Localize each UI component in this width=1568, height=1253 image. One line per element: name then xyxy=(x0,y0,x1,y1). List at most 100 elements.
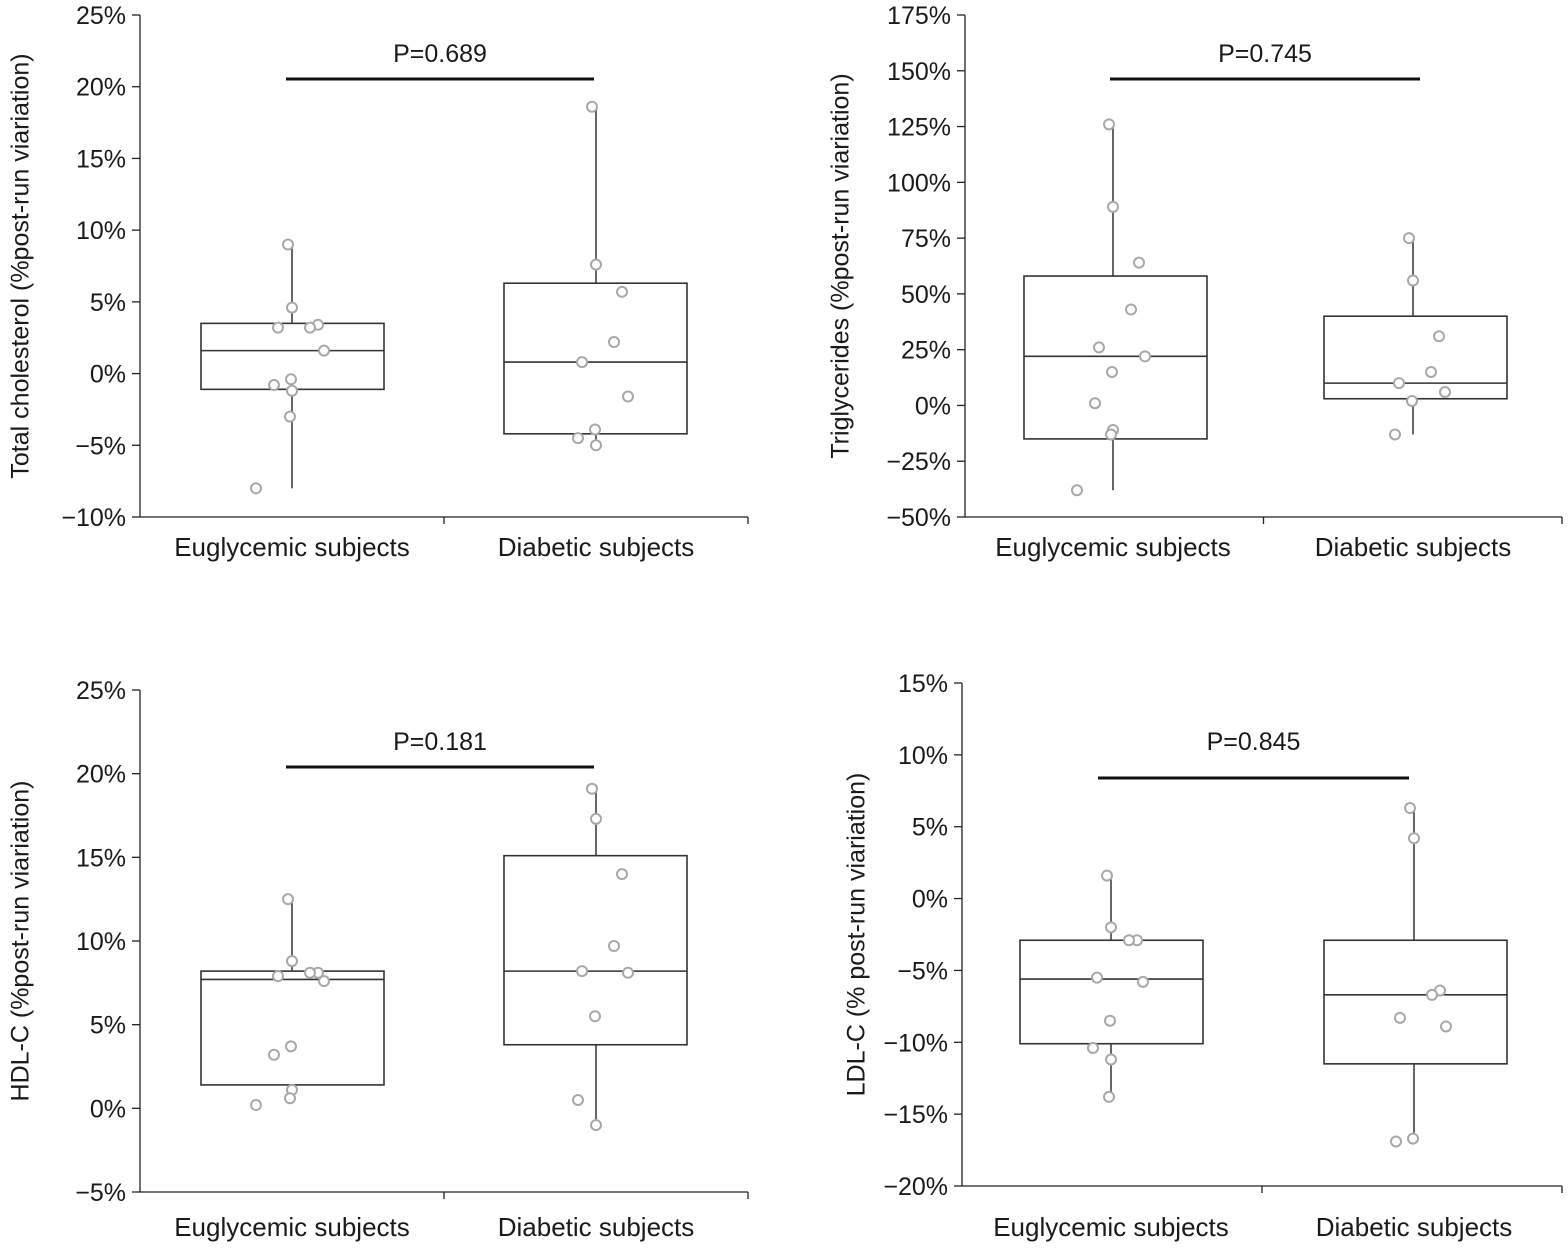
data-point xyxy=(1105,921,1117,934)
data-point xyxy=(285,1040,297,1053)
data-point xyxy=(268,1048,280,1061)
data-point xyxy=(285,373,297,386)
data-point xyxy=(1105,428,1117,441)
data-point xyxy=(286,301,298,314)
y-tick-label: 5% xyxy=(90,289,126,317)
y-tick-label: −50% xyxy=(886,504,951,532)
y-tick-label: 175% xyxy=(887,2,951,30)
data-point xyxy=(282,893,294,906)
y-tick-label: 10% xyxy=(76,928,126,956)
y-tick-label: 20% xyxy=(76,761,126,789)
data-point xyxy=(1101,869,1113,882)
data-point xyxy=(286,955,298,968)
data-point xyxy=(589,423,601,436)
data-point xyxy=(318,975,330,988)
category-label: Euglycemic subjects xyxy=(995,532,1231,562)
y-tick-label: −5% xyxy=(75,432,126,460)
data-point xyxy=(1089,397,1101,410)
data-point xyxy=(1107,200,1119,213)
data-point xyxy=(286,384,298,397)
data-point xyxy=(1105,1053,1117,1066)
data-point xyxy=(1426,988,1438,1001)
data-point xyxy=(304,966,316,979)
y-tick-label: 15% xyxy=(76,844,126,872)
y-tick-label: 0% xyxy=(915,392,951,420)
y-axis-label: Total cholesterol (%post-run viariation) xyxy=(7,53,35,478)
y-tick-label: 20% xyxy=(76,74,126,102)
category-label: Euglycemic subjects xyxy=(174,532,410,562)
data-point xyxy=(590,1119,602,1132)
p-value-label: P=0.845 xyxy=(1207,728,1301,756)
data-point xyxy=(590,258,602,271)
category-label: Diabetic subjects xyxy=(1316,1212,1513,1242)
box-iqr xyxy=(200,970,385,1086)
y-tick-label: 150% xyxy=(887,58,951,86)
data-point xyxy=(590,439,602,452)
data-point xyxy=(1389,428,1401,441)
data-point xyxy=(572,1093,584,1106)
data-point xyxy=(622,966,634,979)
data-point xyxy=(586,100,598,113)
p-value-label: P=0.745 xyxy=(1218,40,1312,68)
data-point xyxy=(1139,350,1151,363)
data-point xyxy=(616,868,628,881)
data-point xyxy=(272,321,284,334)
data-point xyxy=(272,970,284,983)
chart-panel-4: −20% −15% −10% −5% 0% 5% 10% 15% LDL-C (% post-r… xyxy=(843,670,1563,1242)
y-tick-label: 0% xyxy=(90,1095,126,1123)
data-point xyxy=(616,285,628,298)
category-label: Diabetic subjects xyxy=(1315,532,1512,562)
data-point xyxy=(284,410,296,423)
data-point xyxy=(268,379,280,392)
y-tick-label: 75% xyxy=(901,225,951,253)
p-value-label: P=0.181 xyxy=(393,728,487,756)
data-point xyxy=(1091,971,1103,984)
data-point xyxy=(284,1092,296,1105)
data-point xyxy=(1439,386,1451,399)
y-tick-label: −10% xyxy=(61,504,126,532)
data-point xyxy=(282,238,294,251)
y-tick-label: 0% xyxy=(90,361,126,389)
data-point xyxy=(1390,1135,1402,1148)
data-point xyxy=(576,965,588,978)
y-tick-label: −5% xyxy=(897,957,948,985)
category-label: Diabetic subjects xyxy=(498,1212,695,1242)
data-point xyxy=(250,482,262,495)
data-point xyxy=(1123,934,1135,947)
box-iqr xyxy=(1019,939,1204,1045)
data-point xyxy=(1393,377,1405,390)
data-point xyxy=(1071,484,1083,497)
data-point xyxy=(590,812,602,825)
category-label: Euglycemic subjects xyxy=(174,1212,410,1242)
y-tick-label: −5% xyxy=(75,1179,126,1207)
data-point xyxy=(608,336,620,349)
y-tick-label: 25% xyxy=(901,337,951,365)
data-point xyxy=(1093,341,1105,354)
category-label: Diabetic subjects xyxy=(498,532,695,562)
data-point xyxy=(608,940,620,953)
data-point xyxy=(1403,232,1415,245)
data-point xyxy=(1125,303,1137,316)
y-tick-label: 50% xyxy=(901,281,951,309)
data-point xyxy=(1103,118,1115,131)
y-tick-label: 15% xyxy=(76,145,126,173)
y-tick-label: 0% xyxy=(912,886,948,914)
box-iqr xyxy=(1323,315,1508,400)
y-tick-label: −15% xyxy=(883,1101,948,1129)
y-tick-label: 10% xyxy=(76,217,126,245)
y-tick-label: 15% xyxy=(898,670,948,698)
box-iqr xyxy=(1323,939,1508,1065)
data-point xyxy=(1394,1011,1406,1024)
y-tick-label: 100% xyxy=(887,169,951,197)
data-point xyxy=(250,1098,262,1111)
data-point xyxy=(1408,832,1420,845)
category-label: Euglycemic subjects xyxy=(993,1212,1229,1242)
data-point xyxy=(1103,1090,1115,1103)
data-point xyxy=(1104,1014,1116,1027)
data-point xyxy=(1440,1020,1452,1033)
chart-panel-2: −50% −25% 0% 25% 50% 75% 100% 125% 150% 175% Trigl… xyxy=(827,2,1563,562)
y-tick-label: 125% xyxy=(887,114,951,142)
data-point xyxy=(1433,330,1445,343)
